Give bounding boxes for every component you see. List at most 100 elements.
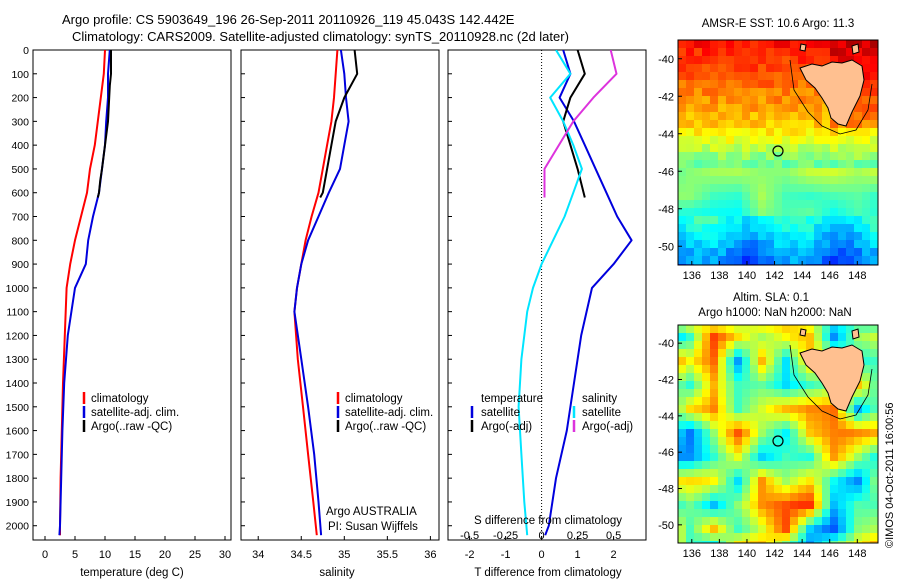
sst-cell [766,240,775,249]
sla-cell [766,405,775,414]
sla-cell [766,469,775,478]
sla-cell [830,413,839,422]
sst-cell [774,232,783,241]
sst-cell [750,208,759,217]
sla-cell [846,437,855,446]
sst-cell [814,256,823,265]
sst-cell [766,208,775,217]
sla-cell [838,485,847,494]
sla-cell [702,373,711,382]
sla-cell [686,373,695,382]
depth-tick-label: 600 [11,188,29,200]
sla-cell [822,469,831,478]
sla-cell [694,461,703,470]
sla-cell [846,421,855,430]
sst-cell [742,112,751,121]
map-x-tick-label: 144 [793,548,811,560]
sst-cell [830,144,839,153]
sst-cell [734,88,743,97]
depth-tick-label: 2000 [6,521,30,533]
sla-cell [846,333,855,342]
sst-cell [822,208,831,217]
sla-cell [686,381,695,390]
sla-cell [870,453,878,462]
sst-cell [782,88,791,97]
argo-location-marker [772,145,784,157]
sla-cell [838,493,847,502]
sla-cell [798,501,807,510]
sst-cell [822,256,831,265]
sst-cell [702,240,711,249]
sla-cell [870,533,878,542]
sla-cell [726,501,735,510]
sla-cell [710,453,719,462]
sla-cell [702,525,711,534]
sla-cell [790,525,799,534]
sla-cell [862,501,871,510]
sla-cell [710,445,719,454]
sla-cell [838,509,847,518]
sst-cell [822,184,831,193]
sst-cell [870,128,878,137]
sla-cell [742,437,751,446]
depth-tick-label: 900 [11,259,29,271]
depth-tick-label: 800 [11,235,29,247]
sla-cell [774,525,783,534]
x-tick-label: 35 [338,549,350,561]
sst-cell [838,136,847,145]
sla-cell [710,413,719,422]
sst-cell [718,184,727,193]
sla-cell [750,421,759,430]
sla-cell [694,525,703,534]
sla-cell [750,325,759,334]
sst-cell [702,88,711,97]
sla-cell [782,517,791,526]
sst-cell [758,224,767,233]
sst-cell [702,144,711,153]
sst-cell [782,48,791,57]
sst-cell [702,48,711,57]
sst-cell [774,80,783,89]
sst-cell [838,240,847,249]
sst-cell [846,224,855,233]
sst-cell [822,176,831,185]
sst-cell [766,104,775,113]
sst-cell [798,184,807,193]
sla-cell [766,517,775,526]
sla-cell [678,373,687,382]
sst-cell [870,40,878,49]
sst-cell [758,176,767,185]
sst-cell [798,224,807,233]
sst-cell [678,144,687,153]
map-y-tick-label: -42 [658,375,674,387]
sla-cell [782,437,791,446]
sla-cell [862,493,871,502]
sst-cell [838,232,847,241]
sst-cell [838,248,847,257]
sst-cell [782,176,791,185]
temperature-legend: climatology satellite-adj. clim. Argo(..… [82,392,179,433]
sla-cell [694,325,703,334]
sst-cell [678,184,687,193]
sla-cell [694,501,703,510]
sst-cell [870,48,878,57]
sst-cell [686,40,695,49]
sla-cell [718,349,727,358]
sst-cell [838,256,847,265]
sla-cell [686,469,695,478]
sst-cell [726,232,735,241]
sla-cell [718,453,727,462]
sst-cell [734,256,743,265]
sst-cell [710,88,719,97]
sla-cell [758,397,767,406]
sst-cell [790,136,799,145]
sst-cell [750,248,759,257]
sla-cell [702,541,711,543]
sst-cell [750,72,759,81]
sla-cell [750,373,759,382]
sla-cell [686,429,695,438]
sla-cell [766,421,775,430]
sst-cell [798,48,807,57]
sst-cell [854,152,863,161]
sst-cell [774,184,783,193]
